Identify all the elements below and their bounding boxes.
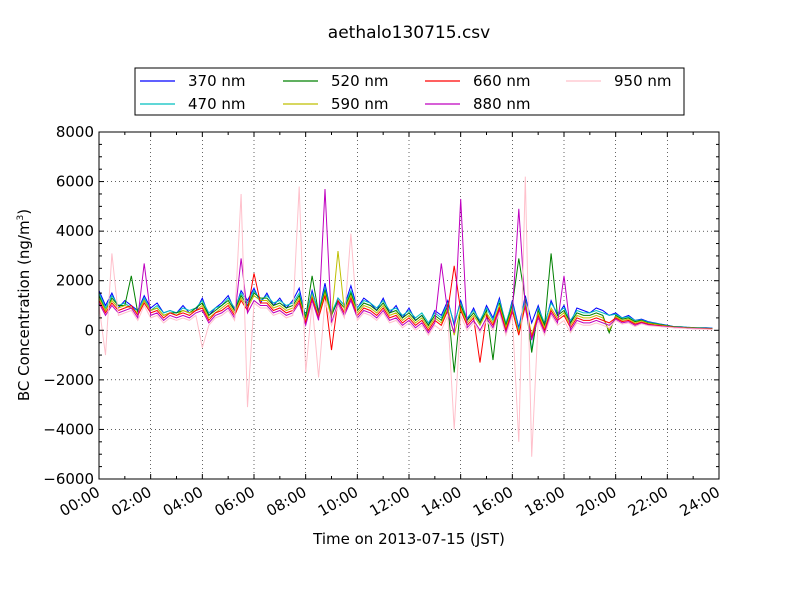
legend-label: 520 nm: [331, 72, 389, 90]
y-axis-label-end: ): [15, 209, 33, 215]
y-axis-label: BC Concentration (ng/m3): [15, 209, 33, 401]
series-line-660-nm: [99, 265, 713, 363]
y-tick-label: 2000: [56, 272, 94, 290]
grid: [99, 132, 719, 479]
y-axis-label-sup: 3: [16, 215, 26, 221]
x-tick-label: 08:00: [263, 483, 309, 520]
series-line-590-nm: [99, 250, 713, 336]
series-line-520-nm: [99, 253, 713, 373]
x-tick-label: 10:00: [315, 483, 361, 520]
x-tick-label: 24:00: [677, 483, 723, 520]
series-lines: [99, 176, 713, 457]
legend-frame: [134, 67, 685, 116]
legend-label: 470 nm: [188, 95, 246, 113]
y-tick-label: 4000: [56, 222, 94, 240]
legend-label: 660 nm: [473, 72, 531, 90]
series-line-950-nm: [99, 176, 713, 457]
legend: 370 nm 470 nm 520 nm 590 nm 660 nm 880 nm 950 …: [134, 67, 685, 116]
series-line-880-nm: [99, 188, 713, 341]
y-tick-label: 6000: [56, 173, 94, 191]
x-tick-label: 20:00: [573, 483, 619, 520]
y-tick-label: −2000: [43, 371, 94, 389]
y-tick-label: 8000: [56, 123, 94, 141]
x-tick-label: 00:00: [57, 483, 103, 520]
x-tick-label: 06:00: [212, 483, 258, 520]
legend-label: 880 nm: [473, 95, 531, 113]
x-axis-label: Time on 2013-07-15 (JST): [312, 530, 505, 548]
x-tick-label: 22:00: [625, 483, 671, 520]
y-tick-label: −4000: [43, 420, 94, 438]
series-line-470-nm: [99, 286, 713, 351]
x-tick-label: 18:00: [522, 483, 568, 520]
chart-title: aethalo130715.csv: [328, 23, 490, 43]
y-tick-label: −6000: [43, 470, 94, 488]
x-tick-label: 14:00: [418, 483, 464, 520]
x-tick-label: 02:00: [108, 483, 154, 520]
y-tick-label: 0: [84, 321, 94, 339]
x-tick-label: 04:00: [160, 483, 206, 520]
legend-label: 590 nm: [331, 95, 389, 113]
y-axis-label-main: BC Concentration (ng/m: [15, 220, 33, 401]
legend-label: 370 nm: [188, 72, 246, 90]
plot-clip-group: [99, 176, 713, 457]
x-tick-label: 16:00: [470, 483, 516, 520]
legend-label: 950 nm: [614, 72, 672, 90]
x-tick-label: 12:00: [367, 483, 413, 520]
